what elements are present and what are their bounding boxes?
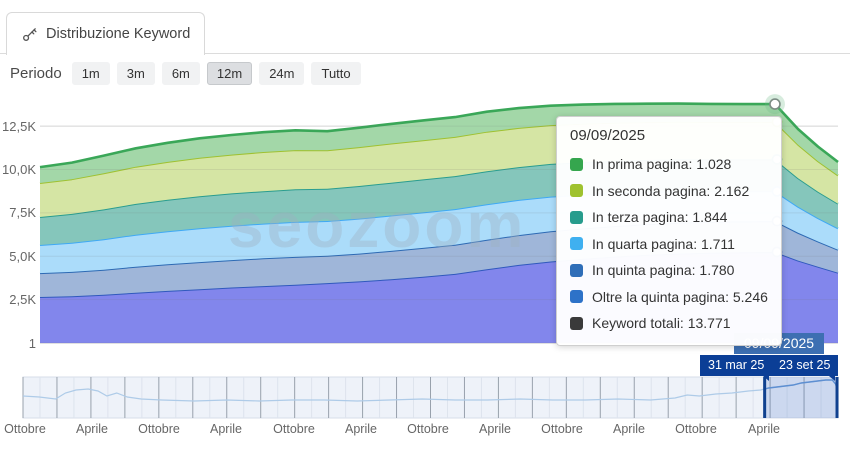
navigator-range-start-badge: 31 mar 25 xyxy=(700,355,773,381)
navigator-axis-label: Ottobre xyxy=(407,422,449,436)
navigator-axis-label: Ottobre xyxy=(541,422,583,436)
y-axis-tick-label: 12,5K xyxy=(2,119,36,134)
y-axis-tick-label: 10,0K xyxy=(2,162,36,177)
legend-color-swatch xyxy=(570,184,583,198)
navigator-handle-right[interactable] xyxy=(835,377,839,418)
navigator-handle-left[interactable] xyxy=(763,377,767,418)
y-axis-tick-label: 2,5K xyxy=(9,292,36,307)
tooltip-row: In quarta pagina: 1.711 xyxy=(570,231,768,258)
navigator-axis-label: Ottobre xyxy=(273,422,315,436)
key-icon xyxy=(21,26,38,43)
tooltip-row: Oltre la quinta pagina: 5.246 xyxy=(570,284,768,311)
navigator-axis-label: Aprile xyxy=(479,422,511,436)
navigator-axis-label: Ottobre xyxy=(675,422,717,436)
y-axis-tick-label: 7,5K xyxy=(9,205,36,220)
tab-label: Distribuzione Keyword xyxy=(46,26,191,42)
navigator-axis-label: Aprile xyxy=(76,422,108,436)
period-button-tutto[interactable]: Tutto xyxy=(311,62,361,85)
tooltip-row: In seconda pagina: 2.162 xyxy=(570,178,768,205)
tab-separator-line xyxy=(0,53,850,54)
legend-color-swatch xyxy=(570,316,583,330)
period-label: Periodo xyxy=(10,65,62,82)
tooltip-row: In terza pagina: 1.844 xyxy=(570,204,768,231)
period-button-1m[interactable]: 1m xyxy=(71,62,110,85)
legend-color-swatch xyxy=(570,157,583,171)
period-button-12m[interactable]: 12m xyxy=(206,62,253,85)
hover-marker xyxy=(769,98,781,110)
y-axis-tick-label: 1 xyxy=(28,336,36,351)
series-line-5 xyxy=(39,102,839,169)
tooltip-date: 09/09/2025 xyxy=(570,127,646,144)
y-axis-tick-label: 5,0K xyxy=(9,249,36,264)
navigator-axis-label: Aprile xyxy=(210,422,242,436)
legend-color-swatch xyxy=(570,237,583,251)
period-button-6m[interactable]: 6m xyxy=(161,62,200,85)
legend-color-swatch xyxy=(570,263,583,277)
tab-distribuzione-keyword[interactable]: Distribuzione Keyword xyxy=(6,12,206,55)
chart-tooltip: 09/09/2025 In prima pagina: 1.028 In sec… xyxy=(556,116,782,346)
tooltip-row: Keyword totali: 13.771 xyxy=(570,310,768,337)
tooltip-row: In prima pagina: 1.028 xyxy=(570,151,768,178)
period-button-3m[interactable]: 3m xyxy=(116,62,155,85)
navigator-axis-label: Ottobre xyxy=(4,422,46,436)
navigator-axis-label: Aprile xyxy=(345,422,377,436)
navigator-range-end-badge: 23 set 25 xyxy=(771,355,839,381)
navigator-axis-label: Aprile xyxy=(613,422,645,436)
period-button-24m[interactable]: 24m xyxy=(259,62,305,85)
tooltip-row: In quinta pagina: 1.780 xyxy=(570,257,768,284)
navigator-sparkline-selected xyxy=(764,379,838,392)
navigator-axis-label: Ottobre xyxy=(138,422,180,436)
period-selector: Periodo 1m 3m 6m 12m 24m Tutto xyxy=(10,62,361,85)
legend-color-swatch xyxy=(570,210,583,224)
navigator-axis-label: Aprile xyxy=(748,422,780,436)
legend-color-swatch xyxy=(570,290,583,304)
